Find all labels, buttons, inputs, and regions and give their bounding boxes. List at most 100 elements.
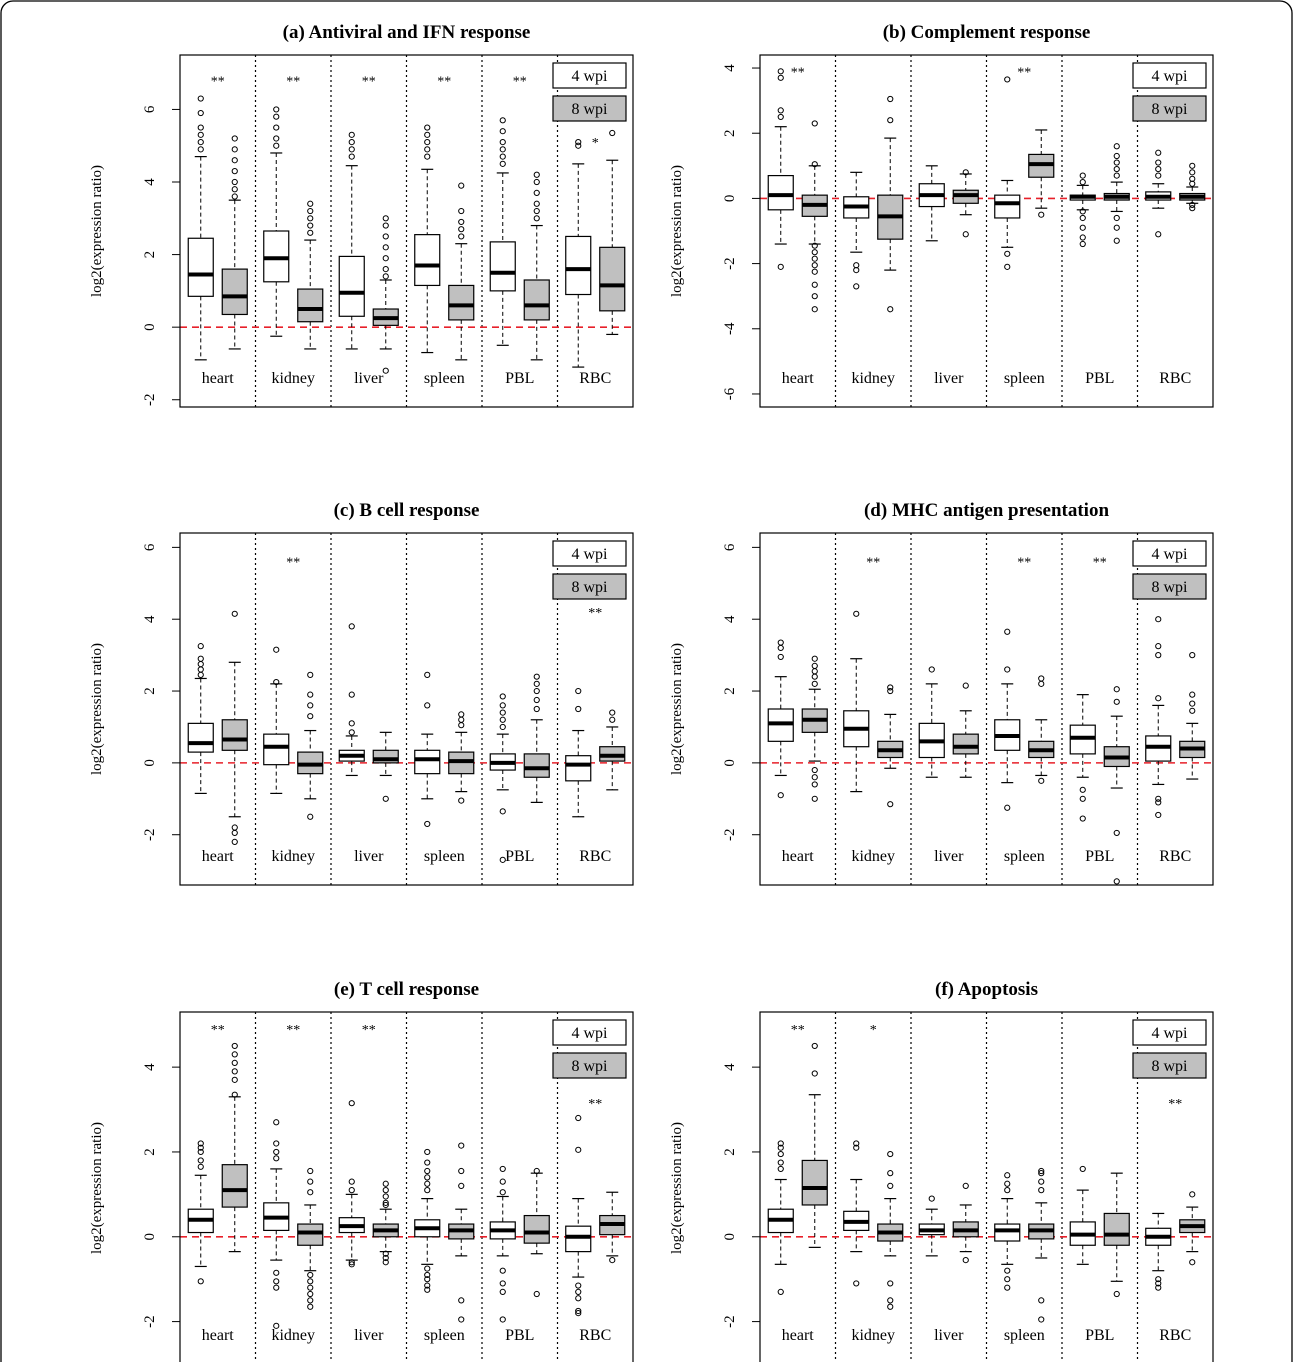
- legend-label-4-wpi: 4 wpi: [1152, 546, 1189, 563]
- outlier-point: [777, 107, 784, 114]
- outlier-point: [499, 1288, 506, 1296]
- outlier-point: [887, 117, 894, 124]
- box-liver-wpi8: [372, 215, 399, 374]
- outlier-point: [348, 138, 355, 146]
- legend-box-4-wpi: [552, 62, 627, 89]
- significance-mark: **: [513, 74, 527, 89]
- outlier-point: [1189, 162, 1196, 169]
- legend-box-8-wpi: [552, 573, 627, 600]
- outlier-point: [777, 68, 784, 75]
- outlier-point: [424, 131, 431, 138]
- outlier-point: [887, 801, 894, 808]
- significance-mark: *: [592, 136, 599, 151]
- outlier-point: [197, 655, 204, 662]
- outlier-point: [811, 781, 818, 788]
- outlier-point: [1189, 652, 1196, 659]
- outlier-point: [1079, 214, 1086, 222]
- outlier-point: [777, 653, 784, 661]
- y-tick-label: -6: [722, 387, 738, 400]
- significance-mark: **: [211, 74, 225, 89]
- outlier-point: [231, 1059, 238, 1066]
- outlier-point: [273, 1278, 280, 1285]
- tissue-label-liver: liver: [934, 370, 964, 387]
- box-RBC-wpi8: [599, 129, 626, 336]
- box-iqr: [994, 1223, 1021, 1242]
- y-tick-label: -2: [722, 828, 738, 841]
- outlier-point: [197, 1163, 204, 1170]
- y-tick-label: 4: [722, 64, 738, 72]
- outlier-point: [811, 161, 818, 168]
- outlier-point: [1113, 159, 1120, 166]
- outlier-point: [307, 1290, 314, 1298]
- outlier-point: [575, 1288, 582, 1296]
- outlier-point: [424, 138, 431, 146]
- outlier-point: [348, 1187, 355, 1194]
- outlier-point: [1155, 795, 1162, 802]
- tissue-label-spleen: spleen: [1004, 1327, 1045, 1344]
- outlier-point: [1004, 1180, 1011, 1187]
- box-PBL-wpi8: [1103, 143, 1130, 244]
- significance-mark: **: [286, 1023, 300, 1038]
- box-heart-wpi8: [221, 1042, 248, 1253]
- outlier-point: [273, 646, 280, 653]
- y-tick-label: 2: [722, 129, 738, 137]
- chart-panel-4: (d) MHC antigen presentation log2(express…: [669, 500, 1214, 886]
- outlier-point: [499, 1165, 506, 1173]
- outlier-point: [424, 146, 431, 153]
- box-iqr: [187, 722, 214, 753]
- box-RBC-wpi8: [599, 1191, 626, 1264]
- significance-mark: **: [588, 1097, 602, 1112]
- outlier-point: [1113, 1290, 1120, 1298]
- outlier-point: [1113, 152, 1120, 160]
- box-spleen-wpi4: [994, 1172, 1021, 1291]
- legend: 4 wpi 8 wpi: [1132, 540, 1207, 600]
- y-tick-label: 0: [722, 195, 738, 203]
- outlier-point: [811, 268, 818, 275]
- box-kidney-wpi8: [297, 1167, 324, 1310]
- tissue-label-liver: liver: [934, 1327, 964, 1344]
- outlier-point: [424, 1286, 431, 1293]
- significance-mark: **: [1017, 556, 1031, 571]
- outlier-point: [853, 610, 860, 617]
- box-PBL-wpi4: [489, 1165, 516, 1323]
- outlier-point: [197, 1278, 204, 1285]
- outlier-point: [575, 138, 582, 146]
- chart-panel-1: (a) Antiviral and IFN response log2(expre…: [89, 22, 634, 408]
- legend-box-8-wpi: [552, 1052, 627, 1079]
- outlier-point: [887, 1280, 894, 1287]
- box-kidney-wpi8: [297, 671, 324, 820]
- box-liver-wpi8: [952, 682, 979, 778]
- significance-mark: **: [1168, 1097, 1182, 1112]
- outlier-point: [1155, 1284, 1162, 1291]
- outlier-point: [424, 1271, 431, 1279]
- outlier-point: [887, 1182, 894, 1189]
- outlier-point: [887, 687, 894, 695]
- outlier-point: [1004, 76, 1011, 83]
- legend-box-4-wpi: [552, 540, 627, 567]
- box-spleen-wpi4: [994, 76, 1021, 270]
- legend-box-4-wpi: [1132, 62, 1207, 89]
- outlier-point: [424, 1282, 431, 1289]
- tissue-label-PBL: PBL: [1085, 1327, 1114, 1344]
- tissue-label-kidney: kidney: [271, 370, 315, 387]
- outlier-point: [533, 1167, 540, 1175]
- outlier-point: [1155, 165, 1162, 173]
- outlier-point: [1189, 700, 1196, 707]
- outlier-point: [533, 687, 540, 695]
- outlier-point: [231, 1091, 238, 1098]
- outlier-point: [777, 1288, 784, 1296]
- y-tick-label: 4: [722, 615, 738, 623]
- outlier-point: [231, 829, 238, 837]
- box-liver-wpi4: [918, 165, 945, 242]
- outlier-point: [499, 117, 506, 124]
- outlier-point: [1079, 208, 1086, 215]
- outlier-point: [307, 1303, 314, 1310]
- box-spleen-wpi4: [414, 124, 441, 354]
- y-tick-label: 2: [722, 687, 738, 695]
- box-liver-wpi4: [918, 1195, 945, 1257]
- outlier-point: [197, 1148, 204, 1156]
- outlier-point: [348, 720, 355, 727]
- legend: 4 wpi 8 wpi: [552, 62, 627, 122]
- outlier-point: [1004, 804, 1011, 811]
- box-kidney-wpi4: [263, 1119, 290, 1329]
